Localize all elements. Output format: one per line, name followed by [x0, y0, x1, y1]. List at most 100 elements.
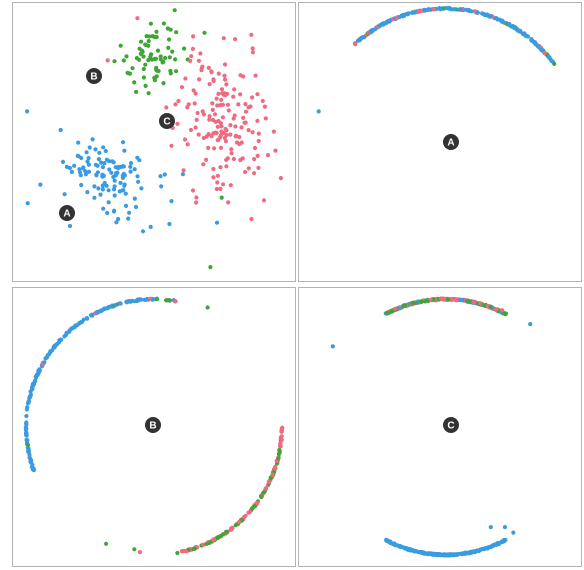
data-point-c: [135, 16, 140, 21]
data-point-a: [64, 164, 69, 169]
data-point-b: [277, 447, 282, 453]
data-point-c: [236, 102, 241, 107]
data-point-a: [469, 9, 474, 14]
data-point-a: [360, 35, 365, 40]
outlier-point-c: [261, 198, 267, 203]
data-point-c: [255, 118, 260, 123]
data-point-c: [243, 102, 248, 107]
data-point-a: [140, 229, 146, 234]
data-point-a: [96, 186, 101, 191]
data-point-c: [255, 153, 260, 158]
data-point-b: [215, 536, 220, 541]
data-point-a: [111, 209, 117, 214]
data-point-a: [132, 167, 137, 172]
data-point-a: [512, 25, 517, 30]
data-point-b: [168, 68, 173, 73]
data-point-a: [106, 188, 111, 193]
data-point-b: [482, 303, 487, 308]
data-point-a: [83, 169, 88, 174]
data-point-a: [112, 193, 117, 198]
data-point-c: [183, 76, 188, 81]
data-point-a: [105, 210, 110, 216]
data-point-a: [51, 345, 57, 350]
data-point-c: [266, 480, 271, 485]
data-point-c: [193, 91, 198, 96]
outlier-point-b: [205, 305, 210, 310]
data-point-a: [123, 191, 128, 196]
data-point-c: [256, 165, 261, 170]
data-point-b: [172, 8, 177, 13]
data-point-a: [85, 159, 90, 164]
data-point-a: [531, 39, 536, 44]
data-point-c: [226, 200, 231, 205]
data-point-c: [212, 146, 217, 151]
outlier-point-c: [499, 308, 505, 313]
data-point-c: [215, 124, 220, 129]
scatter-panel-original: A B C: [12, 2, 296, 282]
data-point-a: [142, 297, 147, 302]
cluster-badge-b: B: [145, 417, 161, 433]
data-point-a: [162, 172, 167, 177]
data-point-a: [103, 148, 108, 154]
data-point-a: [45, 353, 50, 358]
data-point-a: [57, 340, 62, 345]
badge-label: A: [447, 138, 454, 149]
data-point-c: [221, 182, 226, 187]
outlier-point-a: [330, 344, 335, 349]
data-point-c: [210, 101, 215, 106]
data-point-c: [218, 145, 224, 150]
data-point-c: [233, 37, 238, 42]
data-point-c: [190, 46, 195, 52]
data-point-c: [256, 138, 261, 144]
data-point-b: [143, 62, 148, 67]
data-point-c: [215, 103, 220, 108]
data-point-c: [191, 88, 196, 93]
data-point-c: [176, 98, 181, 104]
data-point-b: [401, 303, 407, 308]
data-point-a: [418, 550, 423, 555]
data-point-c: [179, 85, 185, 90]
data-point-a: [114, 220, 119, 225]
data-point-a: [133, 204, 139, 210]
data-point-a: [117, 189, 122, 194]
data-point-c: [182, 137, 188, 142]
data-point-a: [96, 309, 101, 314]
data-point-a: [137, 158, 142, 163]
data-point-b: [141, 66, 146, 72]
data-point-c: [223, 139, 229, 144]
data-point-a: [92, 195, 97, 200]
data-point-c: [278, 441, 283, 446]
data-point-a: [60, 159, 66, 164]
data-point-a: [378, 22, 383, 28]
data-point-a: [83, 172, 88, 177]
outlier-point-b: [208, 265, 213, 270]
data-point-c: [393, 306, 398, 311]
data-point-a: [85, 190, 90, 195]
data-point-c: [243, 169, 248, 175]
data-point-a: [475, 10, 480, 15]
data-point-c: [207, 117, 212, 122]
data-point-a: [180, 172, 185, 177]
data-point-a: [99, 160, 104, 165]
data-point-a: [409, 548, 414, 553]
data-point-a: [126, 216, 131, 221]
data-point-b: [25, 443, 31, 448]
data-point-c: [279, 435, 284, 440]
data-point-b: [252, 504, 257, 509]
data-point-a: [368, 30, 373, 35]
data-point-b: [161, 81, 166, 86]
data-point-c: [279, 426, 284, 431]
data-point-a: [132, 299, 137, 304]
data-point-c: [237, 519, 242, 525]
data-point-c: [246, 128, 251, 133]
badge-circle: [145, 417, 161, 433]
data-point-a: [116, 217, 121, 222]
data-point-a: [413, 549, 418, 554]
data-point-b: [141, 54, 146, 59]
data-point-c: [173, 299, 178, 304]
data-point-a: [487, 545, 492, 550]
data-point-a: [73, 323, 79, 328]
data-point-c: [219, 97, 224, 102]
data-point-c: [211, 537, 216, 542]
data-point-c: [243, 109, 249, 114]
